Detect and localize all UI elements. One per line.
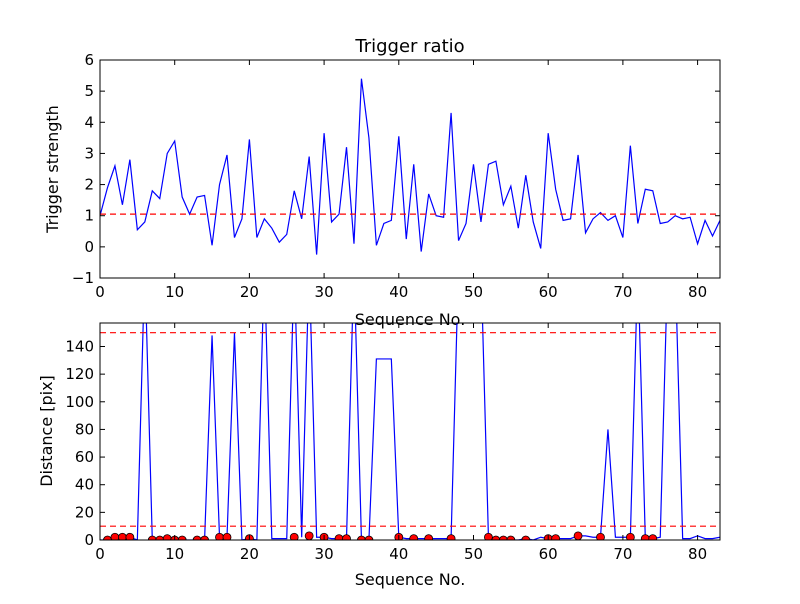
x-tick-label: 70 — [613, 545, 632, 563]
data-point — [484, 532, 493, 540]
x-tick-label: 20 — [240, 545, 259, 563]
y-tick-label: 2 — [84, 176, 94, 194]
x-tick-label: 60 — [539, 545, 558, 563]
y-tick-label: 140 — [65, 337, 94, 355]
x-tick-label: 80 — [688, 283, 707, 301]
y-tick-label: 6 — [84, 51, 94, 69]
x-tick-label: 60 — [539, 283, 558, 301]
data-point — [648, 534, 658, 540]
x-tick-label: 30 — [315, 283, 334, 301]
data-point — [573, 531, 583, 540]
y-tick-label: 4 — [84, 113, 94, 131]
data-point — [596, 532, 605, 540]
data-point — [192, 535, 202, 540]
data-point — [625, 532, 635, 540]
y-tick-label: 100 — [65, 393, 94, 411]
y-tick-label: 120 — [65, 365, 94, 383]
data-point — [364, 535, 374, 540]
x-tick-label: 40 — [389, 283, 408, 301]
y-tick-label: 1 — [84, 207, 94, 225]
series-line — [100, 78, 720, 255]
data-point — [409, 534, 419, 540]
y-axis: 0 20 40 60 80 100 120 140 — [65, 337, 720, 549]
y-tick-label: −1 — [72, 269, 94, 287]
plot-area — [100, 78, 720, 255]
x-tick-label: 80 — [688, 545, 707, 563]
x-axis: 0 10 20 30 40 50 60 70 80 — [95, 323, 707, 563]
x-tick-label: 0 — [95, 283, 105, 301]
x-tick-label: 70 — [613, 283, 632, 301]
data-point — [177, 535, 187, 540]
y-axis-label: Distance [pix] — [37, 375, 56, 487]
data-point — [446, 534, 456, 540]
data-point — [103, 535, 112, 540]
data-point — [125, 532, 135, 540]
data-point — [147, 535, 157, 540]
series-line — [100, 323, 720, 540]
x-axis: 0 10 20 30 40 50 60 70 80 — [95, 60, 707, 301]
data-point — [200, 535, 209, 540]
x-tick-label: 0 — [95, 545, 105, 563]
y-axis-label: Trigger strength — [43, 105, 62, 234]
data-point — [498, 535, 508, 540]
y-tick-label: 5 — [84, 82, 94, 100]
data-point — [162, 534, 172, 540]
x-tick-label: 30 — [315, 545, 334, 563]
x-tick-label: 50 — [464, 283, 483, 301]
data-point — [357, 535, 366, 540]
plot-frame — [99, 59, 721, 279]
trigger-ratio-chart: Trigger ratio 0 10 20 30 40 50 60 70 80 −1012345… — [43, 36, 721, 329]
y-tick-label: 3 — [84, 144, 94, 162]
x-axis-label: Sequence No. — [355, 570, 466, 589]
data-point — [506, 535, 516, 540]
plot-frame — [99, 322, 721, 541]
y-axis: −1 0 1 2 3 4 5 6 — [72, 51, 720, 287]
data-point — [640, 534, 650, 540]
data-point — [521, 535, 531, 540]
x-axis-label: Sequence No. — [355, 310, 466, 329]
x-tick-label: 10 — [165, 545, 184, 563]
y-tick-label: 60 — [75, 448, 94, 466]
plot-area — [100, 323, 720, 540]
data-point — [222, 532, 232, 540]
y-tick-label: 0 — [84, 531, 94, 549]
x-tick-label: 10 — [165, 283, 184, 301]
chart-title: Trigger ratio — [354, 36, 464, 57]
y-tick-label: 0 — [84, 238, 94, 256]
x-tick-label: 20 — [240, 283, 259, 301]
data-point — [424, 534, 434, 540]
y-tick-label: 20 — [75, 503, 94, 521]
data-point — [551, 534, 561, 540]
y-tick-label: 80 — [75, 420, 94, 438]
y-tick-label: 40 — [75, 476, 94, 494]
x-tick-label: 40 — [389, 545, 408, 563]
data-point — [289, 532, 299, 540]
data-point — [342, 534, 351, 540]
x-tick-label: 50 — [464, 545, 483, 563]
distance-chart: 0 10 20 30 40 50 60 70 80 0 20 40 60 80 100 120 140 Seq… — [37, 322, 721, 589]
data-point — [334, 534, 344, 540]
data-point — [155, 535, 165, 540]
data-point — [491, 535, 501, 540]
data-point — [304, 531, 314, 540]
